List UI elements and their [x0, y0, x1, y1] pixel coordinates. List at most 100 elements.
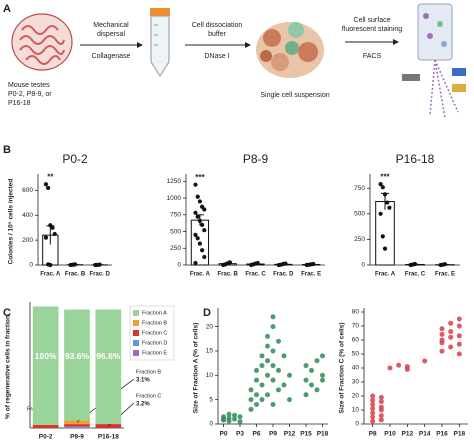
x-tick-label: P0	[220, 431, 228, 438]
data-point	[387, 205, 392, 210]
data-point	[281, 353, 287, 359]
y-tick-label: 500	[170, 228, 181, 235]
data-point	[378, 417, 384, 423]
data-point	[439, 337, 445, 343]
step-label: Cell dissociation	[192, 22, 243, 29]
data-point	[270, 348, 276, 354]
data-point	[270, 314, 276, 320]
data-point	[259, 382, 265, 388]
y-tick-label: 20	[352, 393, 360, 400]
data-point	[259, 397, 265, 403]
data-point	[200, 248, 205, 253]
legend-swatch	[133, 340, 139, 346]
data-point	[237, 414, 243, 420]
step-label: Cell surface	[354, 17, 391, 24]
step-label: fluorescent staining	[342, 26, 402, 33]
y-tick-label: 60	[352, 337, 360, 344]
data-point	[456, 323, 462, 329]
data-point	[52, 231, 57, 237]
data-point	[378, 211, 383, 216]
x-tick-label: P16	[436, 431, 448, 438]
annotation-name: Fraction B	[136, 369, 161, 375]
y-tick-label: 0	[29, 262, 33, 269]
legend-label: Fraction C	[142, 330, 167, 336]
data-point	[370, 401, 376, 407]
data-point	[309, 367, 314, 373]
y-tick-label: 50	[352, 351, 360, 358]
step-label: Mechanical	[93, 22, 129, 29]
data-point	[193, 232, 198, 237]
data-point	[254, 392, 259, 398]
legend-label: Fraction D	[142, 340, 167, 346]
data-point	[265, 333, 270, 339]
bar	[375, 201, 395, 266]
data-point	[439, 326, 445, 332]
data-point	[226, 418, 232, 424]
data-point	[195, 194, 200, 199]
panel-letter: C	[3, 307, 11, 319]
y-tick-label: 250	[354, 236, 365, 243]
data-point	[221, 417, 226, 423]
y-tick-label: 250	[170, 245, 181, 252]
data-point	[248, 387, 254, 393]
significance: ***	[195, 173, 205, 182]
data-point	[448, 329, 454, 335]
data-point	[193, 210, 198, 215]
data-point	[320, 353, 325, 359]
data-point	[378, 413, 384, 419]
data-point	[378, 404, 384, 410]
data-point	[202, 228, 207, 233]
tube-icon	[150, 8, 170, 77]
x-tick-label: P18	[454, 431, 466, 438]
data-point	[378, 399, 384, 405]
data-point	[370, 397, 376, 403]
x-tick-label: Frac. C	[405, 272, 426, 278]
panel-letter: A	[3, 3, 11, 15]
data-point	[254, 377, 259, 383]
step-reagent: FACS	[363, 53, 382, 60]
data-point	[200, 222, 205, 227]
panel-letter: B	[3, 144, 11, 156]
data-point	[380, 185, 385, 190]
data-point	[43, 182, 49, 187]
data-point	[287, 372, 292, 378]
data-point	[370, 393, 376, 399]
bar-segment	[32, 424, 59, 428]
x-tick-label: P6	[253, 431, 261, 438]
data-point	[283, 261, 288, 266]
data-point	[382, 246, 388, 251]
x-tick-label: P12	[402, 431, 414, 438]
x-tick-label: P18	[317, 431, 329, 438]
data-point	[197, 218, 202, 223]
y-tick-label: 0	[355, 421, 359, 428]
step-label: Single cell suspension	[260, 92, 329, 99]
legend-label: Fraction A	[142, 310, 167, 316]
facs-icon	[402, 3, 466, 119]
x-tick-label: Frac. A	[190, 272, 211, 278]
data-point	[202, 207, 207, 212]
chart-title: P16-18	[396, 152, 435, 166]
value-label: 3.1%	[136, 378, 150, 384]
data-point	[46, 185, 51, 191]
data-point	[270, 402, 276, 408]
data-point	[255, 260, 260, 266]
testes-icon	[11, 13, 73, 71]
chart-title: P8-9	[243, 152, 269, 166]
data-point	[456, 333, 462, 339]
data-point	[202, 254, 207, 260]
y-tick-label: 500	[354, 211, 365, 218]
data-point	[370, 406, 376, 412]
data-point	[456, 351, 462, 357]
x-tick-label: Frac. E	[435, 272, 455, 278]
data-point	[270, 324, 276, 330]
source-label: Mouse testes	[8, 82, 50, 89]
y-tick-label: 15	[206, 348, 214, 355]
data-point	[193, 182, 198, 187]
x-tick-label: P10	[384, 431, 396, 438]
data-point	[309, 382, 314, 388]
y-tick-label: 750	[354, 185, 365, 192]
value-label: 93.6%	[65, 351, 90, 361]
data-point	[270, 377, 276, 383]
data-point	[237, 419, 243, 425]
bar-segment	[64, 426, 90, 428]
